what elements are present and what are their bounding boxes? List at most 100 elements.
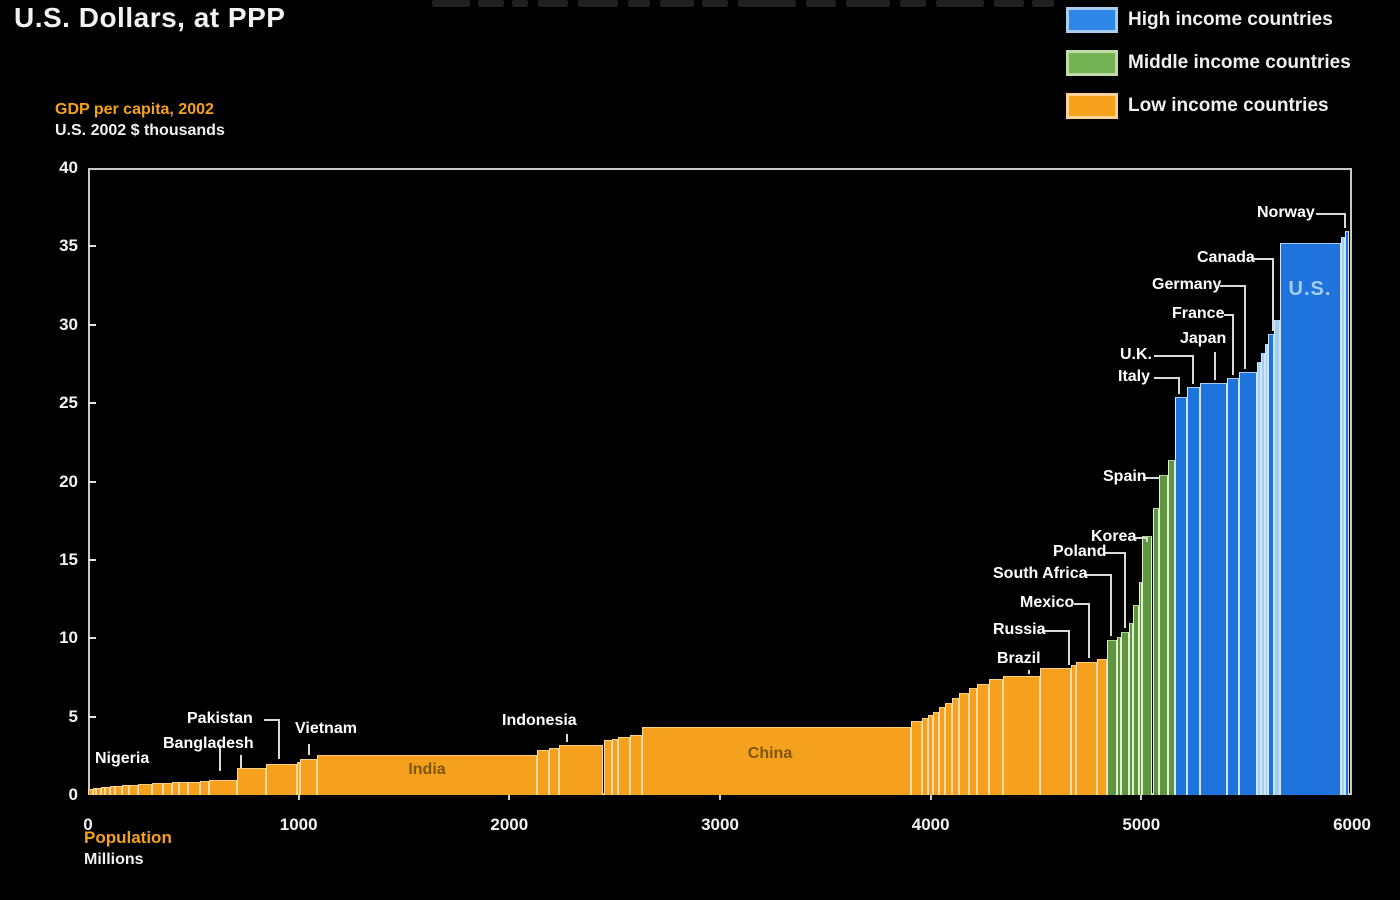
bar-nigeria	[209, 780, 237, 795]
legend: High income countries Middle income coun…	[1066, 6, 1351, 135]
bar-country	[138, 784, 153, 795]
bar-country	[296, 762, 300, 795]
bar-country	[536, 749, 550, 795]
cropped-text-fragment	[628, 0, 650, 7]
leader-line	[1178, 377, 1180, 394]
bar-country	[977, 683, 989, 795]
leader-line	[240, 755, 242, 768]
bar-country	[932, 711, 940, 795]
y-tick-mark	[88, 558, 96, 561]
y-tick-label: 40	[59, 158, 78, 177]
bar-china	[641, 726, 912, 795]
bar-country	[1097, 658, 1108, 795]
cropped-text-fragment	[738, 0, 796, 7]
leader-line	[1068, 630, 1070, 665]
legend-item-middle: Middle income countries	[1066, 49, 1351, 76]
country-label-germany: Germany	[1152, 276, 1222, 293]
leader-line	[1344, 213, 1346, 228]
x-axis-title: Population	[84, 828, 172, 847]
cropped-text-fragment	[846, 0, 890, 7]
bar-country	[171, 782, 179, 795]
bar-country	[618, 737, 630, 795]
leader-line	[219, 745, 221, 771]
cropped-text-fragment	[512, 0, 528, 7]
leader-line	[1316, 213, 1344, 215]
country-label-china: China	[747, 745, 793, 762]
y-axis-units: U.S. 2002 $ thousands	[55, 122, 225, 139]
legend-label: Low income countries	[1128, 94, 1329, 116]
bar-country	[1116, 636, 1121, 795]
bar-country	[96, 787, 102, 795]
bar-country	[163, 782, 172, 795]
country-label-russia: Russia	[993, 621, 1046, 638]
country-label-italy: Italy	[1118, 368, 1151, 385]
leader-line	[1074, 603, 1088, 605]
country-label-poland: Poland	[1053, 543, 1107, 560]
leader-line	[1254, 258, 1272, 260]
bar-country	[104, 786, 111, 795]
bar-country	[179, 782, 189, 795]
x-tick-label: 5000	[1122, 815, 1161, 834]
leader-line	[1134, 537, 1146, 539]
y-tick-label: 10	[59, 628, 78, 648]
leader-line	[1232, 314, 1234, 375]
x-tick-mark	[297, 795, 300, 800]
middle-income-swatch	[1066, 49, 1118, 76]
country-label-south-africa: South Africa	[993, 565, 1088, 582]
x-tick-label: 2000	[490, 815, 529, 834]
bar-spain	[1159, 475, 1168, 795]
leader-line	[1272, 258, 1274, 331]
y-tick-label: 20	[59, 471, 78, 491]
bar-country	[1133, 605, 1139, 795]
bar-country	[1138, 581, 1143, 795]
plot-area: Nigeria Bangladesh Pakistan Vietnam India Ind…	[88, 168, 1352, 800]
bar-country	[944, 702, 953, 795]
leader-line	[1146, 537, 1148, 542]
legend-item-low: Low income countries	[1066, 92, 1351, 119]
bar-country	[1070, 664, 1077, 795]
y-tick-label: 5	[68, 706, 78, 726]
country-label-nigeria: Nigeria	[95, 750, 150, 767]
bar-korea	[1142, 536, 1153, 795]
leader-line	[308, 744, 310, 755]
leader-line	[1154, 355, 1192, 357]
bar-country	[1129, 622, 1134, 795]
x-tick-mark	[719, 795, 721, 800]
high-income-swatch	[1066, 6, 1118, 33]
bar-poland	[1120, 631, 1130, 795]
bar-country	[88, 789, 93, 795]
bar-russia	[1040, 668, 1071, 795]
leader-line	[1154, 377, 1178, 379]
bar-country	[128, 784, 139, 795]
bar-country	[1167, 459, 1176, 795]
x-tick-mark	[929, 795, 932, 800]
country-label-indonesia: Indonesia	[502, 712, 577, 729]
leader-line	[1028, 670, 1030, 674]
y-tick-label: 0	[68, 785, 78, 804]
bar-country	[968, 688, 978, 795]
y-tick-mark	[88, 480, 96, 483]
bar-u-k	[1187, 387, 1200, 795]
bar-country	[122, 785, 129, 795]
bar-country	[1340, 236, 1345, 795]
leader-line	[1084, 574, 1110, 576]
bar-japan	[1199, 382, 1227, 795]
bar-pakistan	[266, 764, 297, 795]
bar-country	[1274, 320, 1280, 795]
bar-country	[1260, 352, 1265, 795]
x-tick-label: 3000	[701, 815, 739, 834]
bar-u-s	[1279, 243, 1341, 795]
cropped-text-fragment	[994, 0, 1024, 7]
country-label-pakistan: Pakistan	[187, 710, 253, 727]
cropped-text-fragment	[538, 0, 568, 7]
bar-country	[1152, 508, 1160, 795]
bar-country	[101, 787, 105, 795]
bar-country	[939, 707, 945, 795]
country-label-u-k: U.K.	[1120, 346, 1152, 363]
bar-country	[1256, 362, 1261, 795]
leader-line	[1043, 630, 1068, 632]
leader-line	[278, 719, 280, 759]
bar-country	[921, 718, 928, 795]
country-label-mexico: Mexico	[1020, 594, 1075, 611]
bar-bangladesh	[236, 768, 266, 795]
